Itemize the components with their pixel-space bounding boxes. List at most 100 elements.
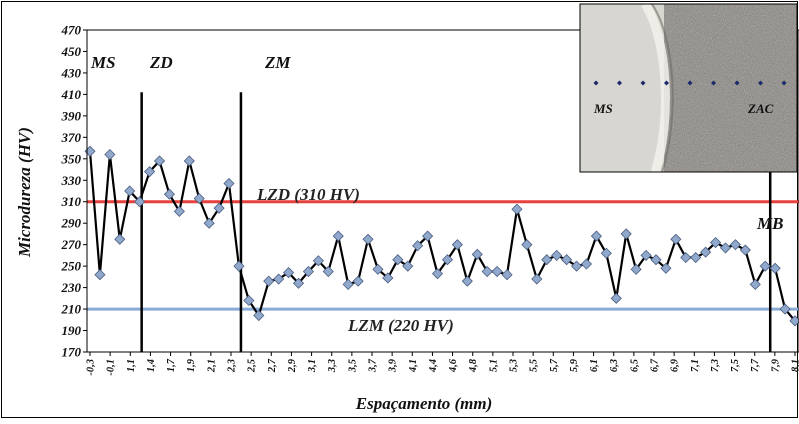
data-point <box>174 206 184 216</box>
y-tick-label: 370 <box>61 130 82 145</box>
data-point <box>581 259 591 269</box>
x-tick-label: 7,7 <box>750 358 761 372</box>
x-tick-label: 2,9 <box>287 358 298 373</box>
y-tick-label: 430 <box>61 65 82 80</box>
data-point <box>621 229 631 239</box>
x-tick-label: 4,8 <box>468 358 479 373</box>
y-tick-label: 410 <box>61 87 82 102</box>
y-tick-label: 290 <box>61 216 82 231</box>
data-point <box>611 293 621 303</box>
x-tick-label: 7,9 <box>770 358 781 372</box>
inset-label-zac: ZAC <box>747 101 774 116</box>
data-point <box>164 189 174 199</box>
x-tick-label: 2,3 <box>227 359 238 373</box>
y-tick-label: 210 <box>61 302 82 317</box>
x-tick-label: 7,1 <box>690 359 701 372</box>
data-point <box>750 279 760 289</box>
x-tick-label: 4,6 <box>448 358 459 373</box>
x-tick-label: 8,1 <box>791 359 799 372</box>
x-tick-label: 5,5 <box>529 359 540 372</box>
inset-base-metal <box>664 4 799 172</box>
zone-label-zm: ZM <box>264 53 291 72</box>
x-tick-label: 6,1 <box>589 359 600 372</box>
data-point <box>363 234 373 244</box>
x-tick-label: 3,3 <box>327 359 338 373</box>
x-tick-label: 4,1 <box>408 359 419 373</box>
y-tick-label: 310 <box>61 194 82 209</box>
data-point <box>591 231 601 241</box>
zone-label-mb: MB <box>756 214 783 233</box>
x-tick-label: 1,1 <box>126 359 137 372</box>
y-tick-label: 190 <box>62 323 82 338</box>
x-tick-label: 5,1 <box>488 359 499 372</box>
x-tick-label: 2,1 <box>206 359 217 373</box>
y-tick-label: 390 <box>61 108 82 123</box>
data-point <box>333 231 343 241</box>
zone-label-zd: ZD <box>149 53 173 72</box>
data-point <box>462 276 472 286</box>
y-tick-label: 170 <box>62 345 82 360</box>
x-tick-label: -0,1 <box>106 359 117 376</box>
data-point <box>552 250 562 260</box>
data-point <box>522 240 532 250</box>
x-tick-label: 6,5 <box>629 359 640 372</box>
x-tick-label: 5,9 <box>569 358 580 372</box>
y-tick-label: 450 <box>61 44 82 59</box>
y-axis-title: Microdureza (HV) <box>15 127 34 258</box>
x-tick-label: 6,3 <box>609 359 620 372</box>
y-tick-label: 270 <box>61 237 82 252</box>
y-tick-label: 230 <box>61 280 82 295</box>
x-tick-label: 7,3 <box>710 359 721 372</box>
data-point <box>770 263 780 273</box>
x-tick-label: 4,4 <box>428 359 439 373</box>
data-point <box>95 270 105 280</box>
data-point <box>730 240 740 250</box>
data-point <box>264 276 274 286</box>
inset-label-ms: MS <box>593 101 613 116</box>
data-point <box>105 150 115 160</box>
data-point <box>184 156 194 166</box>
inset-micrograph: MS ZAC <box>580 4 799 172</box>
data-point <box>681 253 691 263</box>
y-tick-label: 350 <box>61 151 82 166</box>
data-point <box>720 243 730 253</box>
x-tick-label: 3,1 <box>307 359 318 373</box>
x-tick-label: 6,9 <box>670 358 681 372</box>
x-tick-label: 2,7 <box>267 358 278 373</box>
data-point <box>234 261 244 271</box>
series-line <box>90 151 795 321</box>
y-tick-label: 470 <box>61 23 82 38</box>
x-tick-label: 2,5 <box>247 359 258 373</box>
data-point <box>671 234 681 244</box>
x-tick-label: 1,9 <box>186 358 197 372</box>
y-tick-label: 250 <box>61 259 82 274</box>
data-point <box>542 255 552 265</box>
x-tick-label: 3,7 <box>368 358 379 373</box>
x-tick-label: 1,7 <box>166 358 177 372</box>
data-point <box>760 261 770 271</box>
data-point <box>512 204 522 214</box>
data-point <box>601 248 611 258</box>
data-point <box>115 234 125 244</box>
data-point <box>691 253 701 263</box>
x-tick-label: 6,7 <box>650 358 661 372</box>
reference-label-lzm: LZM (220 HV) <box>347 316 454 335</box>
x-axis-title: Espaçamento (mm) <box>355 394 492 413</box>
x-tick-label: 5,7 <box>549 358 560 372</box>
x-tick-label: 5,3 <box>509 359 520 372</box>
data-point <box>740 245 750 255</box>
data-point <box>353 276 363 286</box>
x-tick-label: 3,5 <box>347 359 358 373</box>
x-tick-label: 7,5 <box>730 359 741 372</box>
x-tick-label: 1,4 <box>146 359 157 372</box>
data-point <box>492 267 502 277</box>
reference-label-lzd: LZD (310 HV) <box>256 185 360 204</box>
zone-label-ms: MS <box>90 53 116 72</box>
data-point <box>532 274 542 284</box>
x-tick-label: 3,9 <box>388 358 399 373</box>
data-point <box>502 270 512 280</box>
x-tick-label: -0,3 <box>86 359 97 376</box>
data-point <box>472 249 482 259</box>
